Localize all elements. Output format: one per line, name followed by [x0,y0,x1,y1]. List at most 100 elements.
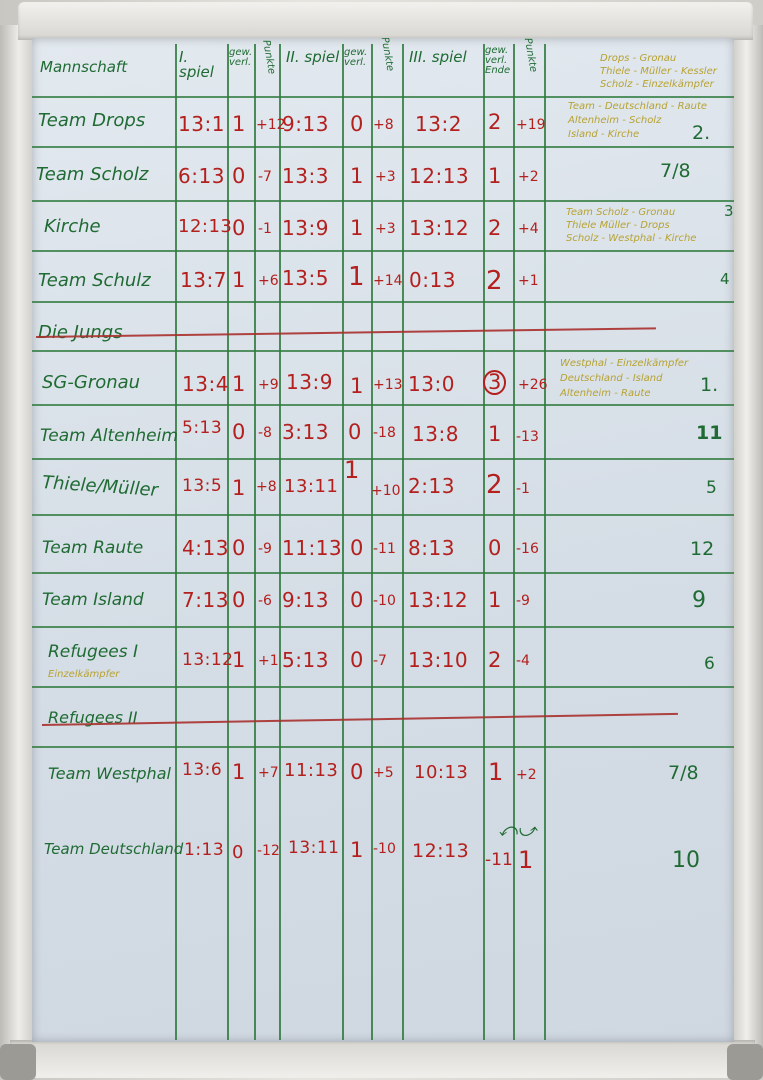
row-line [32,200,734,202]
score-game-3: 13:8 [412,422,459,446]
score-game-2: 9:13 [282,588,329,612]
note-line: Altenheim - Raute [560,388,651,399]
points-game-2: +14 [373,273,403,289]
win-game-2: 1 [350,374,364,398]
column-line [227,44,229,1040]
win-game-1: 1 [232,112,246,136]
score-game-2: 3:13 [282,420,329,444]
win-game-3: 2 [486,470,503,500]
team-name: Team Scholz [36,164,149,185]
column-line [544,44,546,1040]
whiteboard-surface: Mannschaft I. spiel gew. verl. Punkte II… [32,38,734,1042]
frame-left-rail [0,25,34,1055]
team-name: Kirche [44,216,101,237]
header-spiel-1: I. spiel [179,48,214,81]
header-punkte-1: Punkte [260,39,278,76]
final-rank: 4 [720,270,730,288]
score-game-3: 13:0 [408,372,455,396]
points-game-1: +8 [256,479,277,495]
score-game-3: 13:10 [408,648,469,672]
points-game-2: -10 [373,593,396,609]
points-game-3: -4 [516,653,530,669]
frame-bottom-rail [10,1040,755,1078]
score-game-2: 11:13 [282,536,343,560]
header-punkte-2: Punkte [378,38,396,73]
column-line [342,44,344,1040]
column-line [254,44,256,1040]
points-game-1: +12 [256,117,286,133]
win-game-2: 1 [350,164,364,188]
final-rank: 3 [724,202,734,220]
note-line: Westphal - Einzelkämpfer [560,358,689,369]
score-game-3: 13:12 [408,588,469,612]
team-name-struck: Refugees II [48,708,138,727]
points-game-2: +3 [375,169,396,185]
win-game-1: 0 [232,164,246,188]
strike-through-line [35,327,656,338]
frame-right-rail [733,25,763,1055]
score-game-2: 13:9 [282,216,329,240]
row-line [32,146,734,148]
win-game-2: 0 [350,588,364,612]
win-game-3: 1 [488,588,502,612]
points-game-3: +19 [516,117,546,133]
score-game-3: 12:13 [412,840,470,862]
score-game-2: 5:13 [282,648,329,672]
team-name: Team Altenheim [40,426,178,446]
column-line [402,44,404,1040]
points-game-1: +6 [258,273,279,289]
header-spiel-2: II. spiel [286,48,340,66]
points-game-1: +7 [258,765,279,781]
score-game-1: 13:5 [182,476,223,496]
score-game-2: 13:5 [282,266,329,290]
win-game-1: 1 [232,372,246,396]
points-game-3: -1 [516,481,530,497]
team-name: Team Deutschland [44,840,184,858]
win-game-1: 1 [232,268,246,292]
win-game-2: 1 [344,456,360,484]
column-line [279,44,281,1040]
team-name: Team Island [42,590,144,610]
win-game-2: 1 [350,216,364,240]
points-game-1: +1 [258,653,279,669]
score-game-2: 13:11 [284,476,339,497]
win-game-1: 0 [232,588,246,612]
note-line: Thiele Müller - Drops [566,220,670,231]
win-game-1: 0 [232,536,246,560]
row-line [32,458,734,460]
note-line: Scholz - Westphal - Kirche [566,233,697,244]
row-line [32,514,734,516]
team-name: Team Raute [42,538,144,558]
column-line [483,44,485,1040]
team-name: Team Drops [38,110,146,131]
note-line: Team Scholz - Gronau [566,207,676,218]
points-game-2: +3 [375,221,396,237]
final-rank: 12 [690,538,715,560]
note-line: Island - Kirche [568,129,640,140]
points-game-3: -16 [516,541,539,557]
team-name: SG-Gronau [42,372,141,393]
points-game-2: -11 [373,541,396,557]
score-game-2: 13:9 [286,370,333,394]
row-line [32,686,734,688]
points-game-2: -18 [373,425,396,441]
row-line [32,250,734,252]
score-game-1: 13:7 [180,268,227,292]
points-game-2: -10 [373,841,396,857]
final-rank: 9 [692,588,706,613]
score-game-1: 4:13 [182,536,229,560]
pairing-notes-2: Team - Deutschland - Raute Altenheim - S… [568,100,707,142]
win-game-1: 0 [232,420,246,444]
note-line: Team - Deutschland - Raute [568,101,708,112]
win-game-3: 2 [488,648,502,672]
win-game-3: 1 [518,846,534,874]
score-game-1: 5:13 [182,418,223,438]
header-gew-1: gew. verl. [229,47,253,68]
score-game-3: 13:2 [415,112,462,136]
win-game-1: 1 [232,760,246,784]
win-game-1: 0 [232,216,246,240]
row-line [32,572,734,574]
win-game-3: 0 [488,536,502,560]
score-game-1: 6:13 [178,164,225,188]
win-game-2: 0 [350,112,364,136]
